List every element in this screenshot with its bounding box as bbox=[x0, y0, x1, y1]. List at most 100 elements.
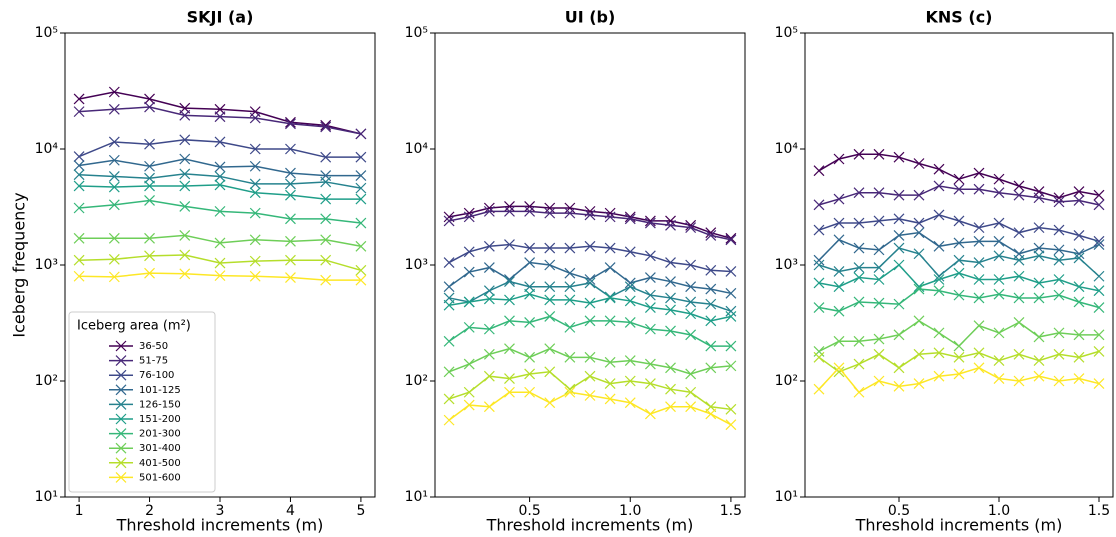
marker bbox=[813, 351, 825, 363]
x-tick-label: 5 bbox=[356, 503, 365, 519]
y-axis-label: Iceberg frequency bbox=[10, 192, 29, 337]
marker bbox=[144, 250, 155, 262]
marker bbox=[483, 285, 495, 297]
marker bbox=[1033, 292, 1045, 304]
marker bbox=[285, 143, 296, 155]
marker bbox=[144, 101, 155, 113]
marker bbox=[214, 136, 226, 148]
marker bbox=[108, 232, 120, 244]
marker bbox=[873, 333, 885, 345]
marker bbox=[833, 266, 845, 277]
y-tick-label: 10⁵ bbox=[775, 25, 798, 41]
marker bbox=[584, 277, 596, 289]
marker bbox=[853, 262, 865, 274]
legend: Iceberg area (m²) 36-50 51-75 76-100 101-125… bbox=[68, 311, 216, 493]
marker bbox=[73, 180, 85, 192]
marker bbox=[524, 205, 536, 217]
marker bbox=[214, 171, 226, 182]
marker bbox=[644, 358, 656, 370]
marker bbox=[665, 276, 676, 287]
y-tick-label: 10¹ bbox=[35, 489, 58, 505]
marker bbox=[524, 257, 536, 268]
marker bbox=[285, 272, 296, 283]
marker bbox=[833, 362, 845, 374]
marker bbox=[973, 222, 985, 234]
marker bbox=[285, 235, 296, 247]
panel: SKJI (a) 10¹ 10² 10³ 10⁴ 10⁵ 1 2 3 4 5 Threshold in… bbox=[10, 8, 376, 535]
marker bbox=[813, 277, 825, 289]
series-line bbox=[79, 184, 361, 200]
marker bbox=[144, 172, 155, 184]
marker bbox=[108, 86, 120, 98]
marker bbox=[705, 315, 717, 327]
marker bbox=[544, 259, 556, 271]
marker bbox=[833, 153, 845, 165]
marker bbox=[564, 386, 576, 398]
panel: KNS (c) 10¹ 10² 10³ 10⁴ 10⁵ 0.5 1.0 1.5 Threshold… bbox=[775, 8, 1114, 535]
marker bbox=[463, 321, 475, 333]
marker bbox=[355, 193, 367, 205]
marker bbox=[973, 183, 985, 195]
marker bbox=[685, 401, 697, 413]
marker bbox=[1033, 222, 1045, 234]
marker bbox=[544, 294, 556, 306]
x-axis-label: Threshold increments (m) bbox=[116, 516, 324, 535]
marker bbox=[1013, 375, 1025, 387]
marker bbox=[913, 248, 925, 260]
marker bbox=[443, 366, 455, 378]
marker bbox=[504, 276, 515, 287]
marker bbox=[953, 368, 965, 380]
marker bbox=[725, 305, 737, 317]
marker bbox=[1053, 289, 1065, 301]
marker bbox=[463, 386, 475, 398]
chart-title: KNS (c) bbox=[926, 8, 993, 27]
marker bbox=[993, 355, 1005, 366]
legend-marker bbox=[115, 355, 127, 367]
marker bbox=[443, 414, 455, 426]
marker bbox=[933, 285, 945, 297]
marker bbox=[144, 160, 155, 172]
marker bbox=[544, 242, 556, 254]
marker bbox=[665, 401, 676, 413]
marker bbox=[953, 237, 965, 249]
marker bbox=[873, 262, 885, 274]
marker bbox=[813, 199, 825, 211]
marker bbox=[584, 209, 596, 221]
legend-label: 101-125 bbox=[139, 385, 181, 396]
marker bbox=[933, 180, 945, 192]
x-tick-label: 4 bbox=[286, 503, 295, 519]
marker bbox=[73, 160, 85, 171]
plot-frame bbox=[434, 32, 746, 498]
marker bbox=[285, 189, 296, 201]
marker bbox=[483, 323, 495, 335]
x-tick-label: 1.0 bbox=[619, 503, 641, 519]
marker bbox=[705, 362, 717, 374]
marker bbox=[833, 234, 845, 246]
x-axis-label: Threshold increments (m) bbox=[486, 516, 694, 535]
marker bbox=[483, 370, 495, 382]
marker bbox=[73, 254, 85, 266]
marker bbox=[504, 373, 515, 384]
marker bbox=[644, 272, 656, 283]
legend-marker bbox=[115, 384, 127, 396]
marker bbox=[1013, 292, 1025, 304]
x-tick-label: 2 bbox=[145, 503, 154, 519]
plot-frame bbox=[64, 32, 376, 498]
marker bbox=[685, 222, 697, 234]
marker bbox=[665, 292, 676, 304]
marker bbox=[73, 106, 85, 118]
marker bbox=[993, 187, 1005, 199]
marker bbox=[524, 200, 536, 212]
marker bbox=[320, 234, 332, 246]
marker bbox=[463, 266, 475, 278]
marker bbox=[463, 296, 475, 308]
x-tick-label: 0.5 bbox=[888, 503, 910, 519]
marker bbox=[705, 229, 717, 241]
marker bbox=[214, 237, 226, 249]
marker bbox=[73, 232, 85, 244]
marker bbox=[320, 151, 332, 163]
marker bbox=[73, 270, 85, 282]
marker bbox=[524, 316, 536, 328]
marker bbox=[355, 240, 367, 252]
marker bbox=[144, 180, 155, 192]
